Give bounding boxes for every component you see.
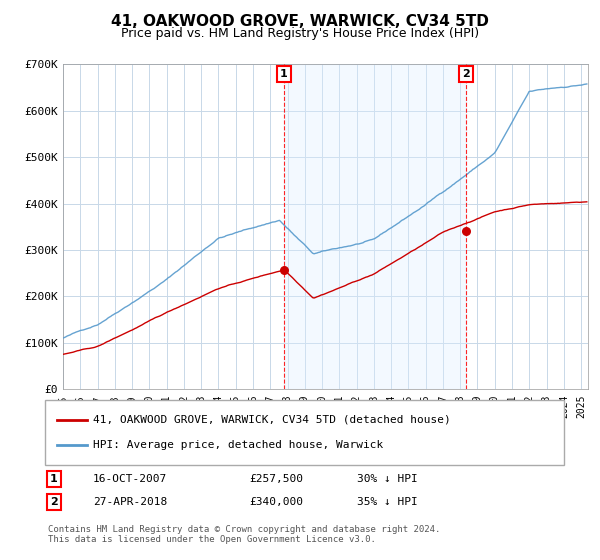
Text: £257,500: £257,500 (249, 474, 303, 484)
Point (279, 265, 289, 274)
Text: Contains HM Land Registry data © Crown copyright and database right 2024.
This d: Contains HM Land Registry data © Crown c… (48, 525, 440, 544)
Text: HPI: Average price, detached house, Warwick: HPI: Average price, detached house, Warw… (93, 440, 383, 450)
Text: 2: 2 (50, 497, 58, 507)
Text: 27-APR-2018: 27-APR-2018 (93, 497, 167, 507)
Text: Price paid vs. HM Land Registry's House Price Index (HPI): Price paid vs. HM Land Registry's House … (121, 27, 479, 40)
Text: 30% ↓ HPI: 30% ↓ HPI (357, 474, 418, 484)
Text: £340,000: £340,000 (249, 497, 303, 507)
Bar (284, 64, 466, 389)
Text: 2: 2 (462, 69, 470, 78)
Text: 16-OCT-2007: 16-OCT-2007 (93, 474, 167, 484)
Text: 1: 1 (50, 474, 58, 484)
Point (461, 227, 471, 236)
Text: 41, OAKWOOD GROVE, WARWICK, CV34 5TD: 41, OAKWOOD GROVE, WARWICK, CV34 5TD (111, 14, 489, 29)
Text: 1: 1 (280, 69, 288, 78)
Text: 35% ↓ HPI: 35% ↓ HPI (357, 497, 418, 507)
Text: 41, OAKWOOD GROVE, WARWICK, CV34 5TD (detached house): 41, OAKWOOD GROVE, WARWICK, CV34 5TD (de… (93, 415, 451, 425)
